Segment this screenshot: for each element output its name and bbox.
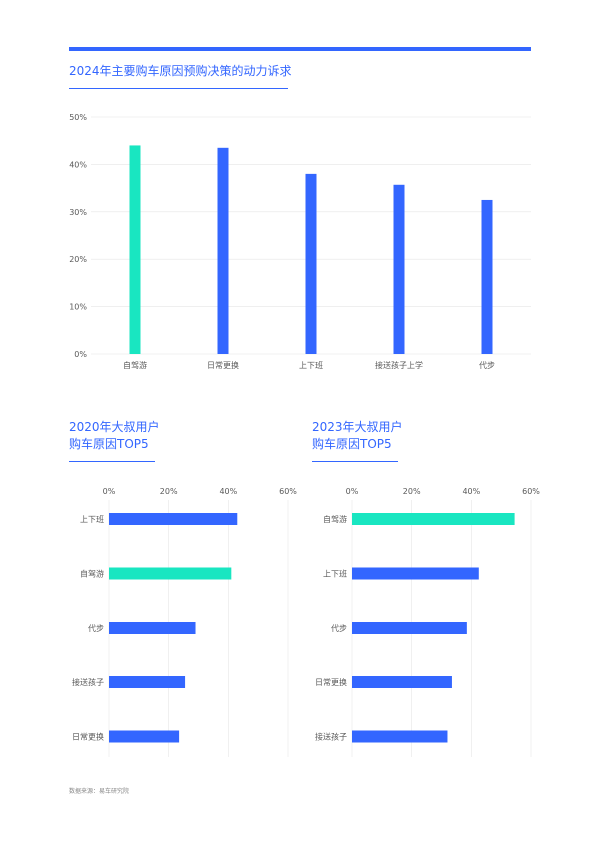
left-chart-title-line1: 2020年大叔用户 bbox=[69, 420, 160, 434]
bar bbox=[352, 622, 467, 634]
bar bbox=[109, 622, 196, 634]
main-chart-title: 2024年主要购车原因预购决策的动力诉求 bbox=[69, 64, 292, 78]
x-tick-label: 0% bbox=[103, 487, 116, 496]
y-category-label: 上下班 bbox=[80, 514, 104, 524]
bar bbox=[217, 147, 229, 354]
y-category-label: 代步 bbox=[88, 623, 104, 633]
main-title-underline bbox=[69, 88, 288, 89]
left-chart-title-line2: 购车原因TOP5 bbox=[69, 437, 149, 451]
y-tick-label: 20% bbox=[69, 255, 87, 264]
x-tick-label: 60% bbox=[522, 487, 540, 496]
x-tick-label: 0% bbox=[346, 487, 359, 496]
bar bbox=[352, 567, 479, 580]
y-category-label: 日常更换 bbox=[315, 677, 347, 687]
bar bbox=[352, 676, 452, 688]
x-tick-label: 上下班 bbox=[299, 360, 323, 370]
y-tick-label: 30% bbox=[69, 208, 87, 217]
x-tick-label: 40% bbox=[462, 487, 480, 496]
bar bbox=[352, 730, 448, 743]
right-title-underline bbox=[312, 461, 398, 462]
bar bbox=[305, 173, 317, 354]
x-tick-label: 20% bbox=[160, 487, 178, 496]
y-tick-label: 0% bbox=[74, 350, 87, 359]
bar bbox=[109, 513, 238, 525]
x-tick-label: 接送孩子上学 bbox=[375, 360, 423, 370]
left-title-underline bbox=[69, 461, 155, 462]
data-source-note: 数据来源：易车研究院 bbox=[69, 788, 130, 795]
y-category-label: 日常更换 bbox=[72, 732, 104, 742]
bar bbox=[129, 145, 141, 354]
y-category-label: 代步 bbox=[331, 623, 347, 633]
x-tick-label: 20% bbox=[403, 487, 421, 496]
right-chart-title-line2: 购车原因TOP5 bbox=[312, 437, 392, 451]
bar bbox=[109, 567, 232, 580]
x-tick-label: 60% bbox=[279, 487, 297, 496]
y-category-label: 自驾游 bbox=[80, 569, 104, 579]
x-tick-label: 代步 bbox=[479, 360, 495, 370]
bar bbox=[109, 676, 186, 688]
x-tick-label: 自驾游 bbox=[123, 360, 147, 370]
y-tick-label: 40% bbox=[69, 160, 87, 169]
bar bbox=[109, 730, 180, 743]
y-category-label: 自驾游 bbox=[323, 514, 347, 524]
bar bbox=[393, 184, 405, 354]
y-tick-label: 10% bbox=[69, 303, 87, 312]
x-tick-label: 40% bbox=[219, 487, 237, 496]
bar bbox=[481, 199, 493, 354]
y-category-label: 接送孩子 bbox=[315, 732, 347, 742]
y-category-label: 接送孩子 bbox=[72, 677, 104, 687]
y-tick-label: 50% bbox=[69, 113, 87, 122]
top-accent-bar bbox=[69, 47, 531, 51]
x-tick-label: 日常更换 bbox=[207, 360, 239, 370]
bar bbox=[352, 513, 515, 525]
y-category-label: 上下班 bbox=[323, 569, 347, 579]
right-chart-title-line1: 2023年大叔用户 bbox=[312, 420, 403, 434]
